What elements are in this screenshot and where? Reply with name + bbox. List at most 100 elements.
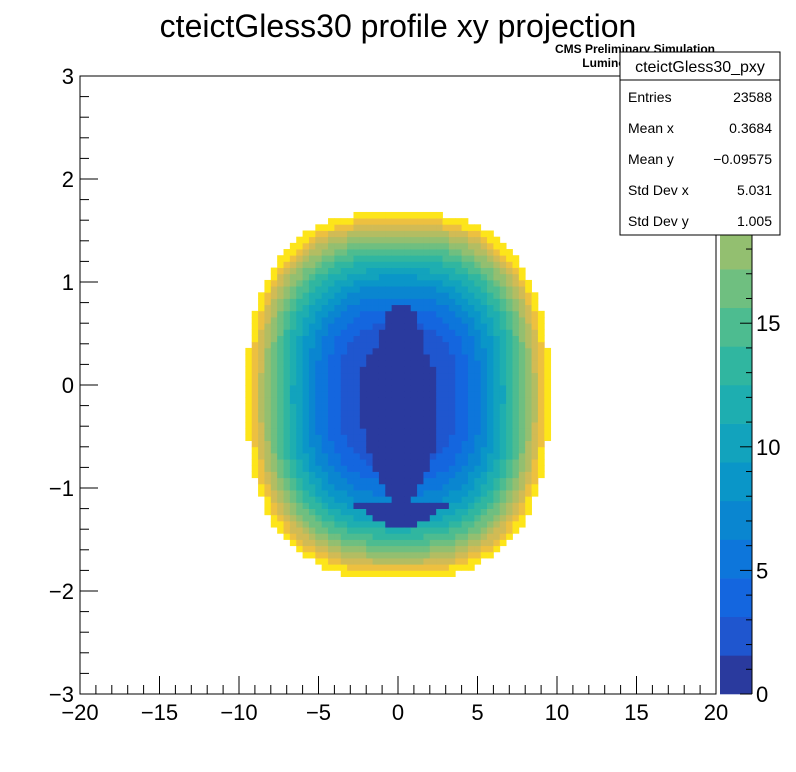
heatmap-cell — [270, 323, 278, 330]
heatmap-cell — [506, 372, 513, 380]
heatmap-cell — [499, 514, 507, 522]
heatmap-cell — [467, 533, 475, 540]
heatmap-cell — [506, 520, 513, 528]
heatmap-cell — [487, 527, 494, 534]
heatmap-cell — [410, 502, 418, 509]
heatmap-cell — [340, 403, 348, 411]
heatmap-cell — [315, 446, 323, 454]
heatmap-cell — [366, 249, 373, 256]
heatmap-cell — [328, 539, 335, 547]
heatmap-cell — [455, 341, 462, 349]
heatmap-cell — [404, 298, 412, 306]
heatmap-cell — [410, 551, 418, 559]
heatmap-cell — [366, 558, 373, 565]
heatmap-cell — [410, 230, 418, 238]
heatmap-cell — [404, 391, 412, 398]
heatmap-cell — [448, 230, 456, 238]
heatmap-cell — [378, 471, 386, 479]
heatmap-cell — [499, 459, 507, 466]
heatmap-cell — [525, 508, 532, 516]
heatmap-cell — [270, 465, 278, 472]
heatmap-cell — [251, 317, 259, 324]
heatmap-cell — [493, 440, 501, 448]
heatmap-cell — [525, 378, 532, 386]
heatmap-cell — [283, 409, 291, 417]
heatmap-cell — [455, 249, 462, 256]
heatmap-cell — [385, 490, 393, 497]
heatmap-cell — [340, 422, 348, 429]
heatmap-cell — [493, 323, 501, 330]
heatmap-cell — [410, 440, 418, 448]
heatmap-cell — [423, 230, 431, 238]
heatmap-cell — [296, 520, 303, 528]
heatmap-cell — [359, 292, 367, 299]
heatmap-cell — [417, 211, 424, 219]
heatmap-cell — [461, 298, 469, 306]
heatmap-cell — [404, 514, 412, 522]
heatmap-cell — [321, 347, 329, 355]
heatmap-cell — [487, 465, 494, 472]
heatmap-cell — [499, 446, 507, 454]
heatmap-cell — [378, 428, 386, 435]
heatmap-cell — [455, 378, 462, 386]
heatmap-cell — [328, 255, 335, 262]
heatmap-cell — [347, 286, 354, 293]
heatmap-cell — [531, 446, 539, 454]
heatmap-cell — [480, 317, 488, 324]
heatmap-cell — [328, 415, 335, 423]
heatmap-cell — [347, 317, 354, 324]
heatmap-cell — [493, 341, 501, 349]
heatmap-cell — [378, 230, 386, 238]
heatmap-cell — [264, 378, 272, 386]
heatmap-cell — [353, 354, 361, 361]
heatmap-cell — [366, 440, 373, 448]
heatmap-cell — [544, 422, 552, 429]
heatmap-cell — [347, 459, 354, 466]
heatmap-cell — [378, 242, 386, 250]
heatmap-cell — [429, 273, 437, 281]
heatmap-cell — [423, 329, 431, 336]
heatmap-cell — [289, 415, 297, 423]
heatmap-cell — [391, 558, 399, 565]
heatmap-cell — [328, 385, 335, 392]
stats-title: cteictGless30_pxy — [635, 59, 765, 76]
heatmap-cell — [429, 236, 437, 244]
palette-segment — [720, 500, 752, 540]
heatmap-cell — [385, 304, 393, 312]
heatmap-cell — [398, 570, 405, 577]
heatmap-cell — [264, 403, 272, 411]
heatmap-cell — [423, 502, 431, 509]
heatmap-cell — [277, 323, 284, 330]
heatmap-cell — [461, 508, 469, 516]
heatmap-cell — [366, 378, 373, 386]
heatmap-cell — [499, 508, 507, 516]
heatmap-cell — [448, 255, 456, 262]
heatmap-cell — [328, 224, 335, 231]
heatmap-cell — [378, 520, 386, 528]
heatmap-cell — [410, 514, 418, 522]
heatmap-cell — [442, 292, 450, 299]
y-tick-label: −3 — [49, 682, 74, 707]
heatmap-cell — [410, 527, 418, 534]
heatmap-cell — [499, 354, 507, 361]
heatmap-cell — [525, 465, 532, 472]
heatmap-cell — [378, 508, 386, 516]
heatmap-cell — [372, 452, 380, 460]
heatmap-cell — [296, 273, 303, 281]
heatmap-cell — [461, 255, 469, 262]
heatmap-cell — [334, 261, 342, 268]
heatmap-cell — [512, 483, 520, 491]
heatmap-cell — [334, 354, 342, 361]
heatmap-cell — [302, 292, 310, 299]
x-tick-label: −20 — [61, 700, 98, 725]
heatmap-cell — [436, 570, 443, 577]
heatmap-cell — [442, 273, 450, 281]
heatmap-cell — [410, 409, 418, 417]
heatmap-cell — [417, 496, 424, 503]
heatmap-cell — [461, 273, 469, 281]
heatmap-cell — [404, 261, 412, 268]
heatmap-cell — [410, 286, 418, 293]
heatmap-cell — [398, 304, 405, 312]
heatmap-cell — [525, 279, 532, 287]
heatmap-cell — [334, 539, 342, 547]
